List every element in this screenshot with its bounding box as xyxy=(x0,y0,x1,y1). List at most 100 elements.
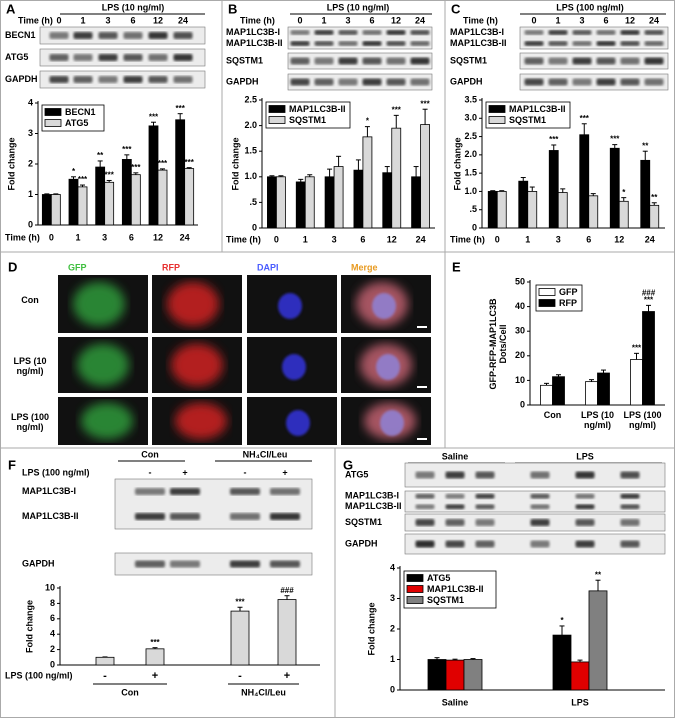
bar xyxy=(41,194,52,226)
blot-band xyxy=(475,540,495,548)
blot-band xyxy=(415,493,435,499)
significance: * xyxy=(366,117,370,126)
blot-row-name: MAP1LC3B-II xyxy=(22,511,79,521)
group-label: NH₄Cl/Leu xyxy=(241,687,286,697)
blot-row-name: MAP1LC3B-I xyxy=(22,486,76,496)
blot-row-name: MAP1LC3B-I xyxy=(226,27,280,37)
blot-band xyxy=(73,54,93,61)
blot-band xyxy=(386,41,406,46)
legend-label: ATG5 xyxy=(65,118,88,128)
lane-label: 1 xyxy=(321,15,326,25)
legend-label: BECN1 xyxy=(65,107,96,117)
lane-label: 12 xyxy=(625,15,635,25)
blot-band xyxy=(98,76,118,83)
blot-band xyxy=(575,504,595,510)
blot-strip xyxy=(519,52,669,70)
lane-label: - xyxy=(244,467,247,477)
blot-band xyxy=(338,30,358,35)
blot-row-name: BECN1 xyxy=(5,30,36,40)
bar xyxy=(157,169,168,226)
bar xyxy=(420,124,430,229)
nucleus xyxy=(376,354,400,380)
bar xyxy=(552,634,572,691)
x-tick-label: 12 xyxy=(614,234,624,244)
bar xyxy=(121,159,132,226)
x-tick-label: - xyxy=(103,670,107,682)
significance: *** xyxy=(122,145,132,154)
condition-label: Con xyxy=(21,295,39,305)
blot-band xyxy=(123,32,143,39)
x-tick-label: LPS (100 ng/ml) xyxy=(623,410,662,430)
y-tick-label: 0 xyxy=(472,222,477,232)
significance: ** xyxy=(595,570,602,579)
blot-row-name: GAPDH xyxy=(5,74,38,84)
bar xyxy=(95,656,115,666)
y-tick-label: 3.5 xyxy=(464,94,477,104)
blot-band xyxy=(644,41,664,46)
blot-band xyxy=(148,76,168,83)
blot-band xyxy=(596,41,616,46)
blot-band xyxy=(314,57,334,65)
panel-label: G xyxy=(343,457,353,472)
bar xyxy=(640,159,651,229)
legend-label: RFP xyxy=(559,298,577,308)
blot-row-label: Time (h) xyxy=(240,15,275,25)
blot-strip xyxy=(287,73,433,91)
x-tick-label: + xyxy=(284,670,290,682)
significance: ** xyxy=(97,151,104,160)
blot-band xyxy=(173,76,193,83)
blot-band xyxy=(98,54,118,61)
blot-band xyxy=(290,78,310,86)
legend-swatch xyxy=(268,105,286,113)
y-tick-label: 1.5 xyxy=(244,146,257,156)
blot-band xyxy=(620,78,640,86)
blot-row-label: Time (h) xyxy=(463,15,498,25)
blot-strip xyxy=(287,52,433,70)
blot-band xyxy=(644,30,664,35)
y-tick-label: 4 xyxy=(50,629,55,639)
blot-band xyxy=(530,519,550,526)
bar xyxy=(518,180,529,229)
cell-signal xyxy=(77,343,129,387)
blot-row-name: MAP1LC3B-I xyxy=(345,491,399,501)
nucleus xyxy=(286,410,310,436)
blot-header: LPS (100 ng/ml) xyxy=(556,2,624,12)
significance: *** xyxy=(392,105,402,114)
blot-header: Saline xyxy=(442,451,469,461)
blot-band xyxy=(362,57,382,65)
bar xyxy=(557,192,568,229)
blot-band xyxy=(524,57,544,65)
lane-label: 12 xyxy=(391,15,401,25)
x-tick-label: 24 xyxy=(180,232,190,242)
blot-band xyxy=(410,78,430,86)
bar xyxy=(104,181,115,226)
bar xyxy=(552,376,565,406)
bar xyxy=(540,384,553,406)
bar xyxy=(642,311,655,406)
blot-band xyxy=(73,76,93,83)
bar xyxy=(463,659,483,691)
blot-band xyxy=(135,488,165,495)
blot-band xyxy=(548,30,568,35)
blot-band xyxy=(445,471,465,479)
significance: * xyxy=(622,188,626,197)
blot-strip xyxy=(114,478,313,530)
blot-header: Con xyxy=(141,449,159,459)
blot-row-name: SQSTM1 xyxy=(450,55,487,65)
y-tick-label: 1.5 xyxy=(464,168,477,178)
blot-band xyxy=(410,57,430,65)
bar xyxy=(362,136,373,229)
blot-band xyxy=(338,57,358,65)
bar xyxy=(527,191,538,229)
bar xyxy=(50,194,61,226)
blot-band xyxy=(475,519,495,526)
blot-band xyxy=(362,41,382,46)
bar xyxy=(353,169,364,229)
blot-band xyxy=(445,493,465,499)
channel-header: RFP xyxy=(162,262,180,272)
blot-strip xyxy=(287,26,433,50)
blot-row-name: MAP1LC3B-I xyxy=(450,27,504,37)
blot-band xyxy=(575,519,595,526)
blot-row-name: MAP1LC3B-II xyxy=(345,501,402,511)
blot-band xyxy=(173,32,193,39)
